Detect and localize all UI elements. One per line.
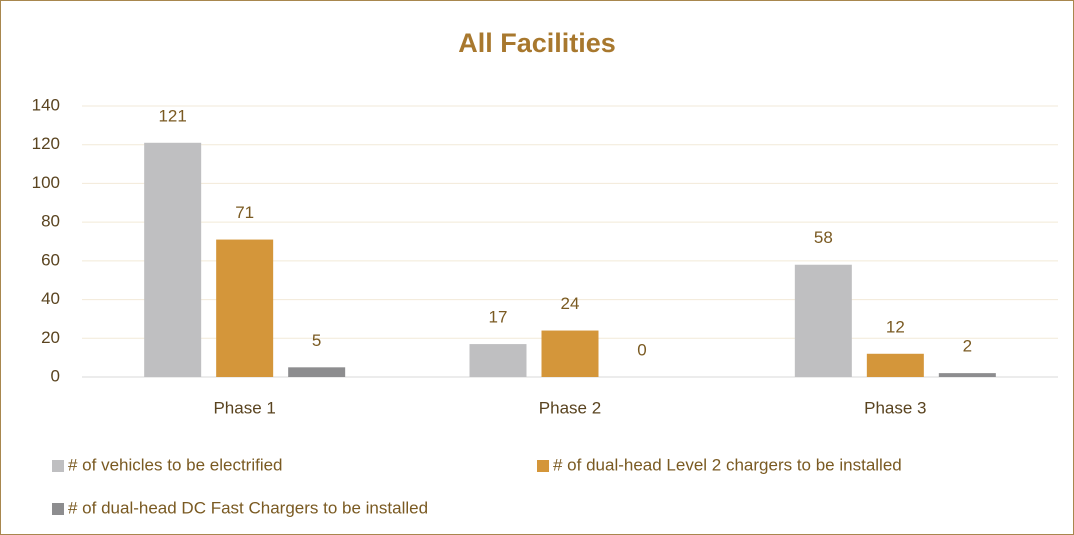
y-tick-label: 60 — [41, 250, 60, 269]
y-tick-label: 120 — [32, 134, 60, 153]
y-tick-label: 20 — [41, 328, 60, 347]
legend-swatch — [537, 460, 549, 472]
x-tick-label: Phase 2 — [539, 398, 601, 417]
value-label: 58 — [814, 228, 833, 247]
value-label: 71 — [235, 203, 254, 222]
bar — [288, 367, 346, 377]
bar — [144, 142, 202, 377]
value-label: 24 — [561, 294, 580, 313]
chart-title: All Facilities — [458, 28, 616, 58]
bar — [469, 344, 527, 377]
bar — [866, 353, 924, 377]
value-label: 2 — [963, 337, 972, 356]
legend-label: # of vehicles to be electrified — [68, 455, 283, 474]
y-tick-label: 140 — [32, 95, 60, 114]
value-label: 121 — [158, 106, 186, 125]
bar — [938, 373, 996, 377]
value-label: 0 — [637, 340, 646, 359]
y-tick-label: 80 — [41, 212, 60, 231]
y-tick-label: 40 — [41, 289, 60, 308]
bar — [794, 264, 852, 377]
x-tick-label: Phase 1 — [213, 398, 275, 417]
value-label: 12 — [886, 317, 905, 336]
bar — [541, 330, 599, 377]
legend-swatch — [52, 503, 64, 515]
y-tick-label: 100 — [32, 173, 60, 192]
y-tick-label: 0 — [51, 366, 60, 385]
legend-swatch — [52, 460, 64, 472]
x-tick-label: Phase 3 — [864, 398, 926, 417]
legend-label: # of dual-head DC Fast Chargers to be in… — [68, 498, 428, 517]
value-label: 17 — [489, 308, 508, 327]
bar — [216, 239, 274, 377]
legend-label: # of dual-head Level 2 chargers to be in… — [553, 455, 902, 474]
value-label: 5 — [312, 331, 321, 350]
